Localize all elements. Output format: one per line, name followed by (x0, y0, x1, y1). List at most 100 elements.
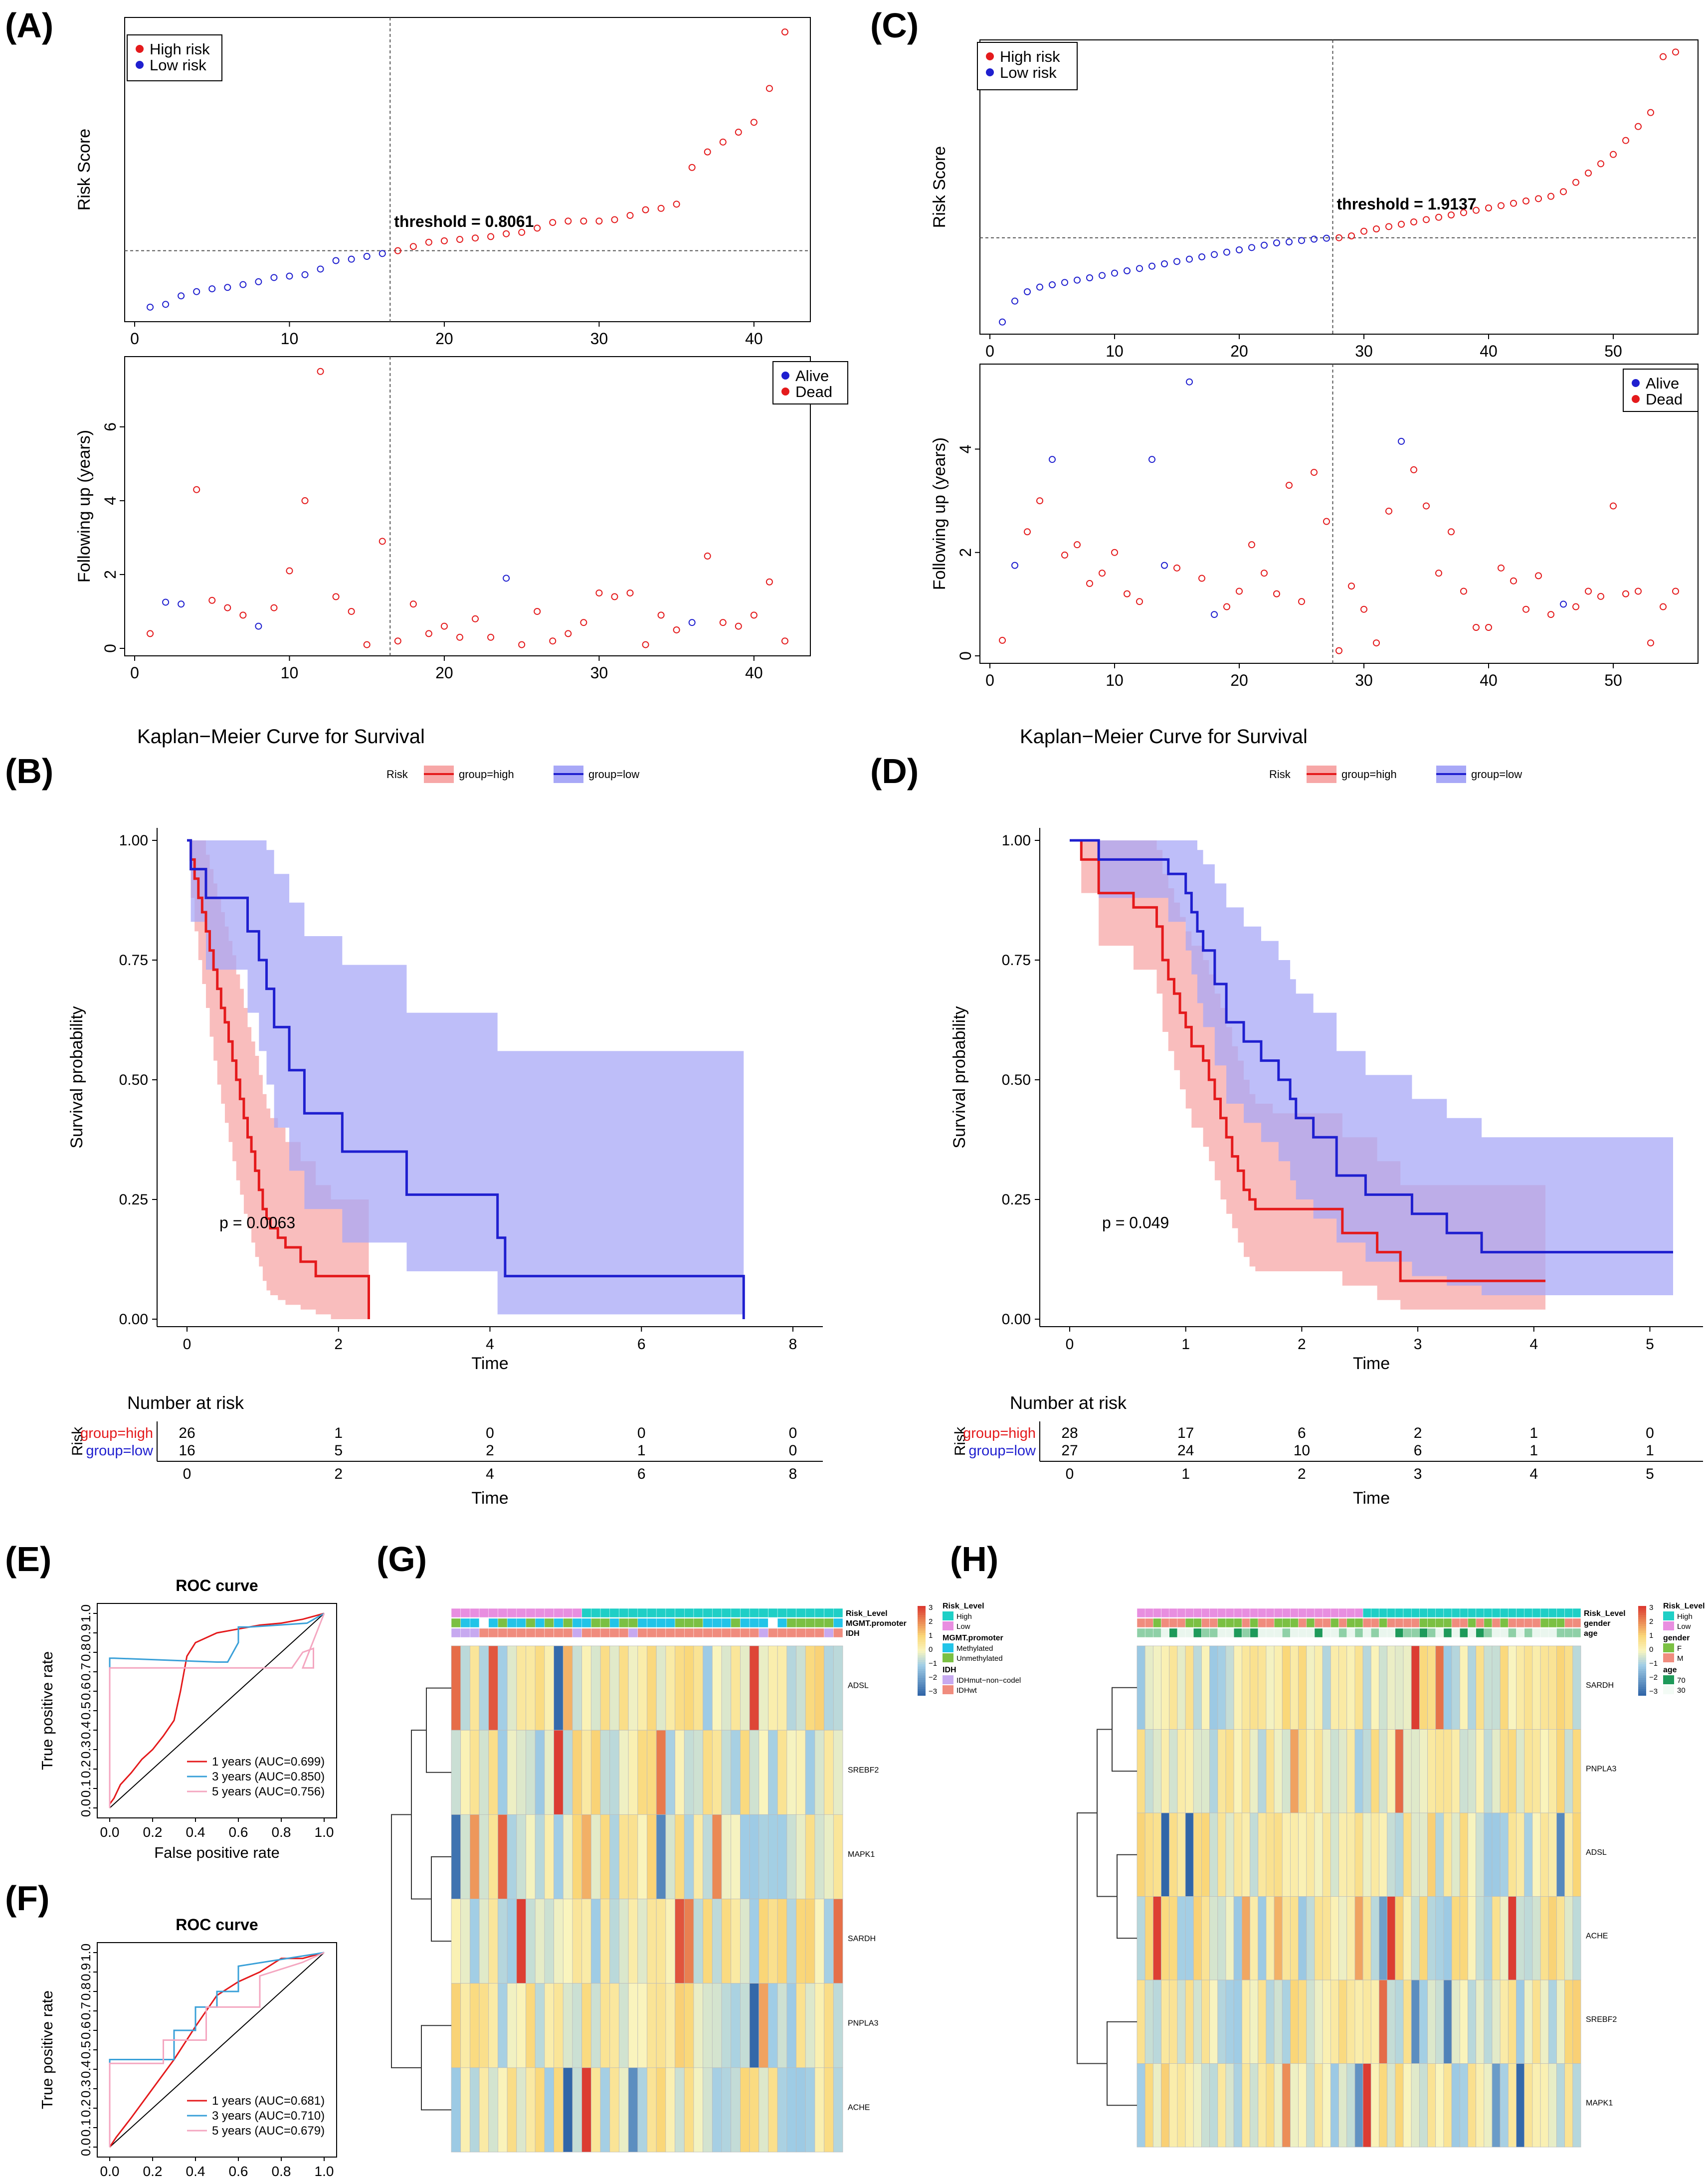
data-point (534, 607, 541, 615)
annotation-cell (1435, 1618, 1444, 1628)
heatmap-cell (1161, 1729, 1170, 1813)
annotation-cell (526, 1608, 536, 1618)
heatmap-cell (1298, 2063, 1307, 2148)
data-point (565, 217, 572, 225)
annotation-cell (1266, 1628, 1275, 1638)
heatmap-cell (581, 2067, 591, 2153)
heatmap-cell (1419, 1896, 1428, 1981)
risk-table-count: 1 (1646, 1442, 1654, 1459)
heatmap-cell (563, 1645, 573, 1731)
risk-table-group-label: group=low (86, 1443, 154, 1459)
heatmap-cell (796, 1814, 806, 1899)
annotation-cell (526, 1628, 536, 1638)
heatmap-cell (665, 1983, 675, 2068)
heatmap-cell (1322, 1896, 1331, 1981)
heatmap-cell (498, 1899, 508, 1984)
heatmap-cell (768, 2067, 778, 2153)
heatmap-cell (1532, 1645, 1541, 1730)
heatmap-cell (1354, 1896, 1363, 1981)
data-point (1622, 590, 1629, 597)
p-value: p = 0.0063 (219, 1214, 295, 1232)
data-point (1273, 590, 1280, 597)
heatmap-cell (786, 1983, 796, 2068)
panel-label-b: (B) (5, 752, 53, 791)
annotation-cell (731, 1618, 741, 1628)
heatmap-cell (1209, 1980, 1218, 2064)
heatmap-cell (1524, 2063, 1533, 2148)
heatmap-cell (1548, 1812, 1557, 1897)
legend-swatch (943, 1611, 953, 1620)
heatmap-cell (1572, 1812, 1581, 1897)
color-scale-segment (918, 1675, 926, 1678)
data-point (1522, 605, 1529, 613)
annotation-cell (1314, 1628, 1323, 1638)
annotation-cell (1516, 1608, 1524, 1618)
heatmap-cell (460, 2067, 470, 2153)
risk-table-count: 0 (789, 1442, 797, 1459)
heatmap-cell (544, 1645, 554, 1731)
heatmap-cell (1564, 1980, 1573, 2064)
annotation-cell (1443, 1618, 1452, 1628)
annotation-cell (814, 1608, 824, 1618)
heatmap-cell (526, 1899, 536, 1984)
row-label: ACHE (1586, 1932, 1608, 1940)
heatmap-cell (1476, 1896, 1485, 1981)
annotation-cell (1484, 1608, 1493, 1618)
heatmap-cell (703, 1899, 713, 1984)
data-point (1074, 276, 1081, 284)
heatmap-cell (1306, 1812, 1315, 1897)
heatmap-cell (1451, 2063, 1460, 2148)
heatmap-cell (1516, 1729, 1525, 1813)
data-point (549, 219, 557, 226)
annotation-cell (731, 1608, 741, 1618)
annotation-cell (1330, 1628, 1339, 1638)
heatmap-cell (469, 1983, 480, 2068)
heatmap-cell (1403, 1645, 1412, 1730)
heatmap-cell (572, 1899, 582, 1984)
annotation-cell (1298, 1608, 1307, 1618)
heatmap-cell (1492, 2063, 1501, 2148)
y-axis-label: Following up (years) (75, 430, 94, 583)
heatmap-cell (1362, 1980, 1371, 2064)
heatmap-cell (1290, 1980, 1299, 2064)
heatmap-cell (1492, 1812, 1501, 1897)
annotation-cell (1354, 1608, 1363, 1618)
heatmap-cell (479, 1645, 489, 1731)
heatmap-cell (1322, 2063, 1331, 2148)
heatmap-cell (1241, 1645, 1250, 1730)
annotation-cell (1371, 1618, 1379, 1628)
color-scale-segment (918, 1612, 926, 1615)
data-point (379, 250, 386, 257)
legend-label: 3 years (AUC=0.850) (212, 1770, 325, 1783)
data-point (1036, 283, 1043, 291)
heatmap-cell (1492, 1645, 1501, 1730)
annotation-cell (1250, 1628, 1258, 1638)
heatmap-cell (488, 1814, 498, 1899)
heatmap-cell (675, 1983, 685, 2068)
heatmap-cell (1411, 1896, 1420, 1981)
annotation-cell (1137, 1628, 1145, 1638)
heatmap-cell (581, 1899, 591, 1984)
heatmap-cell (609, 1983, 619, 2068)
data-point (688, 619, 696, 626)
annotation-cell (1516, 1618, 1524, 1628)
heatmap-cell (1548, 1645, 1557, 1730)
heatmap-cell (507, 1899, 517, 1984)
panel-h-heatmap: Risk_LevelgenderageSARDHPNPLA3ADSLACHESR… (1077, 1602, 1705, 2148)
annotation-cell (1548, 1608, 1557, 1618)
data-point (255, 622, 262, 630)
annotation-cell (1274, 1618, 1283, 1628)
color-scale-segment (918, 1626, 926, 1629)
heatmap-cell (656, 2067, 666, 2153)
heatmap-cell (1468, 1729, 1477, 1813)
heatmap-cell (637, 1814, 647, 1899)
color-scale-segment (1638, 1612, 1646, 1615)
annotation-cell (1314, 1618, 1323, 1628)
heatmap-cell (590, 2067, 601, 2153)
annotation-cell (665, 1628, 675, 1638)
data-point (781, 637, 788, 645)
confidence-band (1070, 840, 1673, 1295)
heatmap-cell (1314, 1980, 1323, 2064)
legend-label: 3 years (AUC=0.710) (212, 2109, 325, 2123)
annotation-cell (1451, 1618, 1460, 1628)
